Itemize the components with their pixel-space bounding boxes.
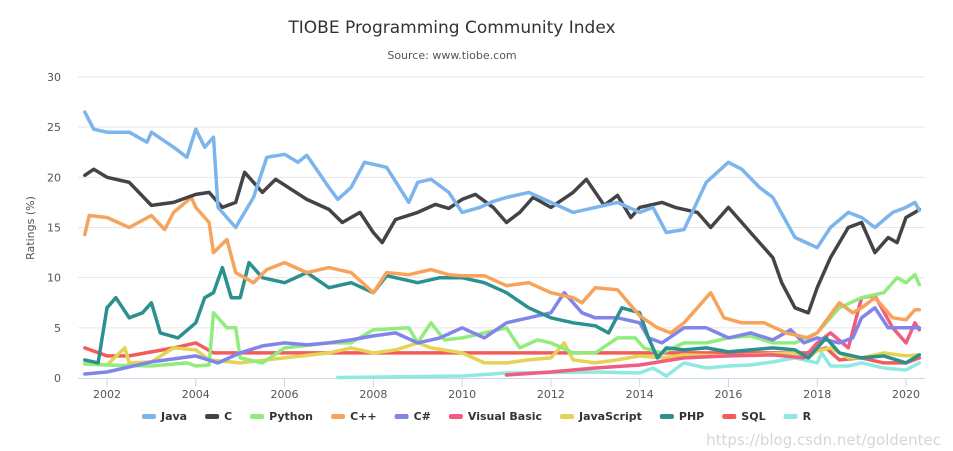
- x-tick-label: 2004: [182, 388, 210, 401]
- x-tick-label: 2008: [359, 388, 387, 401]
- legend-swatch: [250, 414, 265, 419]
- x-tick-label: 2002: [93, 388, 121, 401]
- legend-label: C: [224, 410, 232, 423]
- legend-label: R: [803, 410, 812, 423]
- series-lines: [83, 110, 922, 380]
- x-tick-label: 2014: [626, 388, 654, 401]
- series-line-php[interactable]: [83, 260, 922, 365]
- legend-label: C++: [350, 410, 377, 423]
- series-line-java[interactable]: [83, 110, 922, 250]
- legend-swatch: [659, 414, 674, 419]
- legend-swatch: [783, 414, 798, 419]
- legend-item-visual-basic[interactable]: Visual Basic: [448, 410, 542, 423]
- x-tick-label: 2012: [537, 388, 565, 401]
- y-axis-ticks: 0 5 10 15 20 25 30: [47, 71, 61, 385]
- legend-item-c-[interactable]: C#: [394, 410, 431, 423]
- x-tick-label: 2010: [448, 388, 476, 401]
- y-tick-label: 30: [47, 71, 61, 84]
- legend-item-php[interactable]: PHP: [659, 410, 704, 423]
- x-tick-label: 2006: [271, 388, 299, 401]
- chart-subtitle: Source: www.tiobe.com: [387, 49, 516, 62]
- legend-item-javascript[interactable]: JavaScript: [560, 410, 642, 423]
- legend-item-c[interactable]: C: [205, 410, 232, 423]
- legend-label: C#: [414, 410, 431, 423]
- y-axis-title: Ratings (%): [24, 196, 37, 260]
- legend-swatch: [448, 414, 463, 419]
- legend-label: JavaScript: [578, 410, 642, 423]
- legend-swatch: [560, 414, 574, 419]
- legend-item-c-[interactable]: C++: [331, 410, 377, 423]
- legend: Java C Python C++ C# Visual Basic JavaScript PH…: [142, 410, 812, 423]
- legend-swatch: [722, 414, 737, 419]
- legend-item-python[interactable]: Python: [250, 410, 313, 423]
- x-tick-label: 2016: [714, 388, 742, 401]
- series-line-c-[interactable]: [83, 290, 922, 376]
- legend-label: Visual Basic: [468, 410, 542, 423]
- series-line-r[interactable]: [336, 351, 922, 380]
- y-tick-label: 5: [54, 322, 61, 335]
- x-tick-label: 2020: [892, 388, 920, 401]
- y-tick-label: 15: [47, 222, 61, 235]
- legend-label: Python: [269, 410, 313, 423]
- legend-label: SQL: [741, 410, 765, 423]
- y-tick-label: 20: [47, 171, 61, 184]
- legend-swatch: [205, 414, 220, 419]
- y-tick-label: 0: [54, 372, 61, 385]
- legend-label: PHP: [679, 410, 704, 423]
- chart-title: TIOBE Programming Community Index: [287, 18, 615, 38]
- legend-item-java[interactable]: Java: [142, 410, 187, 423]
- legend-item-r[interactable]: R: [783, 410, 812, 423]
- series-line-c-[interactable]: [83, 195, 922, 340]
- y-tick-label: 10: [47, 272, 61, 285]
- series-line-c[interactable]: [83, 167, 922, 315]
- legend-swatch: [331, 414, 346, 419]
- y-tick-label: 25: [47, 121, 61, 134]
- watermark: https://blog.csdn.net/goldentec: [706, 431, 941, 449]
- legend-swatch: [142, 414, 156, 419]
- legend-swatch: [394, 414, 409, 419]
- x-axis-ticks: 2002 2004 2006 2008 2010 2012 2014 2016 2018 2020: [78, 378, 925, 401]
- legend-item-sql[interactable]: SQL: [722, 410, 766, 423]
- legend-label: Java: [160, 410, 187, 423]
- series-line-visual-basic[interactable]: [504, 293, 922, 377]
- x-tick-label: 2018: [803, 388, 831, 401]
